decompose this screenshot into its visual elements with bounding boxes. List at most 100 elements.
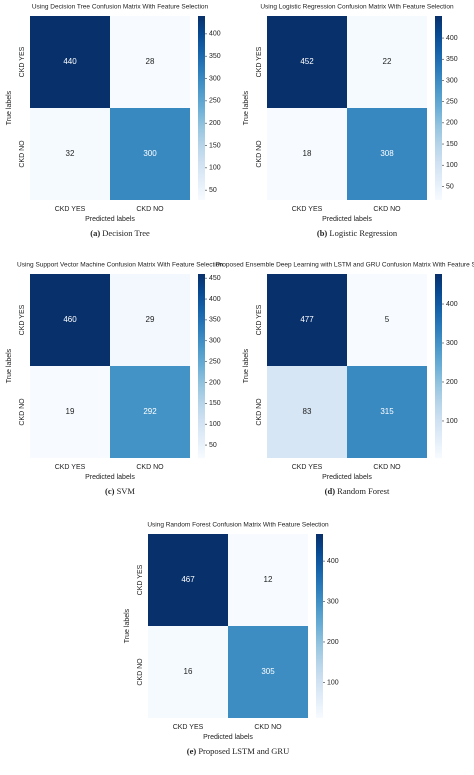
colorbar-tick-label: 250: [446, 98, 458, 105]
x-tick-label: CKD YES: [55, 464, 86, 471]
colorbar-tick-label: 250: [209, 98, 221, 105]
chart-title: Using Random Forest Confusion Matrix Wit…: [147, 522, 329, 529]
caption: (a) Decision Tree: [90, 228, 150, 238]
cell-value: 12: [264, 575, 273, 584]
y-tick-label: CKD YES: [19, 304, 26, 335]
panel: Using Support Vector Machine Confusion M…: [6, 262, 224, 496]
caption: (e) Proposed LSTM and GRU: [187, 746, 289, 756]
colorbar: [435, 274, 442, 458]
x-tick-label: CKD NO: [373, 206, 401, 213]
y-tick-label: CKD NO: [137, 658, 144, 686]
x-tick-label: CKD NO: [373, 464, 401, 471]
y-axis-label: True labels: [243, 90, 250, 125]
panel: Proposed Ensemble Deep Learning with LST…: [216, 262, 474, 496]
heatmap-cell: [148, 534, 228, 626]
cell-value: 83: [303, 407, 312, 416]
caption-label: (c): [105, 486, 117, 496]
heatmap-cell: [267, 16, 347, 108]
cell-value: 16: [184, 667, 193, 676]
colorbar-tick-label: 200: [327, 639, 339, 646]
caption: (d) Random Forest: [325, 486, 390, 496]
colorbar-tick-label: 300: [446, 77, 458, 84]
heatmap-cell: [267, 366, 347, 458]
colorbar-tick-label: 50: [446, 183, 454, 190]
cell-value: 477: [300, 315, 314, 324]
chart-title: Using Logistic Regression Confusion Matr…: [260, 4, 454, 11]
colorbar-tick-label: 450: [209, 275, 221, 282]
y-tick-label: CKD NO: [19, 140, 26, 168]
colorbar-tick-label: 100: [446, 162, 458, 169]
colorbar-tick-label: 200: [446, 120, 458, 127]
colorbar-tick-label: 50: [209, 442, 217, 449]
colorbar-tick-label: 400: [327, 558, 339, 565]
cell-value: 29: [146, 315, 155, 324]
cell-value: 18: [303, 149, 312, 158]
y-axis-label: True labels: [243, 348, 250, 383]
caption-text: Decision Tree: [102, 228, 150, 238]
colorbar-tick-label: 200: [209, 120, 221, 127]
cell-value: 452: [300, 57, 314, 66]
cell-value: 28: [146, 57, 155, 66]
x-tick-label: CKD YES: [292, 206, 323, 213]
caption-label: (a): [90, 228, 102, 238]
heatmap-cell: [347, 108, 427, 200]
colorbar-tick-label: 100: [446, 418, 458, 425]
heatmap-cell: [148, 626, 228, 718]
heatmap-cell: [267, 108, 347, 200]
heatmap-cell: [110, 16, 190, 108]
caption-text: Proposed LSTM and GRU: [198, 746, 289, 756]
cell-value: 308: [380, 149, 394, 158]
colorbar-tick-label: 250: [209, 358, 221, 365]
y-tick-label: CKD YES: [256, 304, 263, 335]
x-tick-label: CKD NO: [136, 464, 164, 471]
x-tick-label: CKD NO: [136, 206, 164, 213]
heatmap-cell: [347, 16, 427, 108]
y-axis-label: True labels: [6, 348, 13, 383]
heatmap-cell: [267, 274, 347, 366]
heatmap-cell: [110, 274, 190, 366]
colorbar-tick-label: 150: [209, 142, 221, 149]
x-axis-label: Predicted labels: [85, 216, 135, 223]
y-tick-label: CKD YES: [137, 564, 144, 595]
caption-label: (d): [325, 486, 338, 496]
heatmap-cell: [110, 108, 190, 200]
colorbar-tick-label: 350: [209, 317, 221, 324]
caption: (b) Logistic Regression: [317, 228, 398, 238]
x-tick-label: CKD YES: [173, 724, 204, 731]
y-tick-label: CKD NO: [256, 398, 263, 426]
cell-value: 440: [63, 57, 77, 66]
caption-text: Random Forest: [337, 486, 390, 496]
colorbar-tick-label: 150: [209, 400, 221, 407]
colorbar-tick-label: 300: [327, 598, 339, 605]
colorbar-tick-label: 400: [209, 31, 221, 38]
y-axis-label: True labels: [124, 608, 131, 643]
colorbar-tick-label: 300: [209, 75, 221, 82]
caption-label: (e): [187, 746, 199, 756]
cell-value: 460: [63, 315, 77, 324]
x-axis-label: Predicted labels: [85, 474, 135, 481]
x-axis-label: Predicted labels: [203, 734, 253, 741]
panel: Using Logistic Regression Confusion Matr…: [243, 4, 458, 238]
x-axis-label: Predicted labels: [322, 216, 372, 223]
colorbar-tick-label: 400: [209, 296, 221, 303]
cell-value: 300: [143, 149, 157, 158]
cell-value: 315: [380, 407, 394, 416]
heatmap-cell: [228, 534, 308, 626]
chart-title: Using Support Vector Machine Confusion M…: [17, 262, 223, 269]
x-axis-label: Predicted labels: [322, 474, 372, 481]
colorbar-tick-label: 400: [446, 35, 458, 42]
colorbar: [316, 534, 323, 718]
cell-value: 19: [66, 407, 75, 416]
caption-text: Logistic Regression: [329, 228, 398, 238]
cell-value: 467: [181, 575, 195, 584]
heatmap-cell: [30, 366, 110, 458]
panel: Using Decision Tree Confusion Matrix Wit…: [6, 4, 221, 238]
y-axis-label: True labels: [6, 90, 13, 125]
caption-text: SVM: [117, 486, 136, 496]
colorbar: [198, 16, 205, 200]
colorbar-tick-label: 300: [209, 338, 221, 345]
colorbar-tick-label: 100: [209, 165, 221, 172]
colorbar-tick-label: 50: [209, 187, 217, 194]
heatmap-cell: [228, 626, 308, 718]
